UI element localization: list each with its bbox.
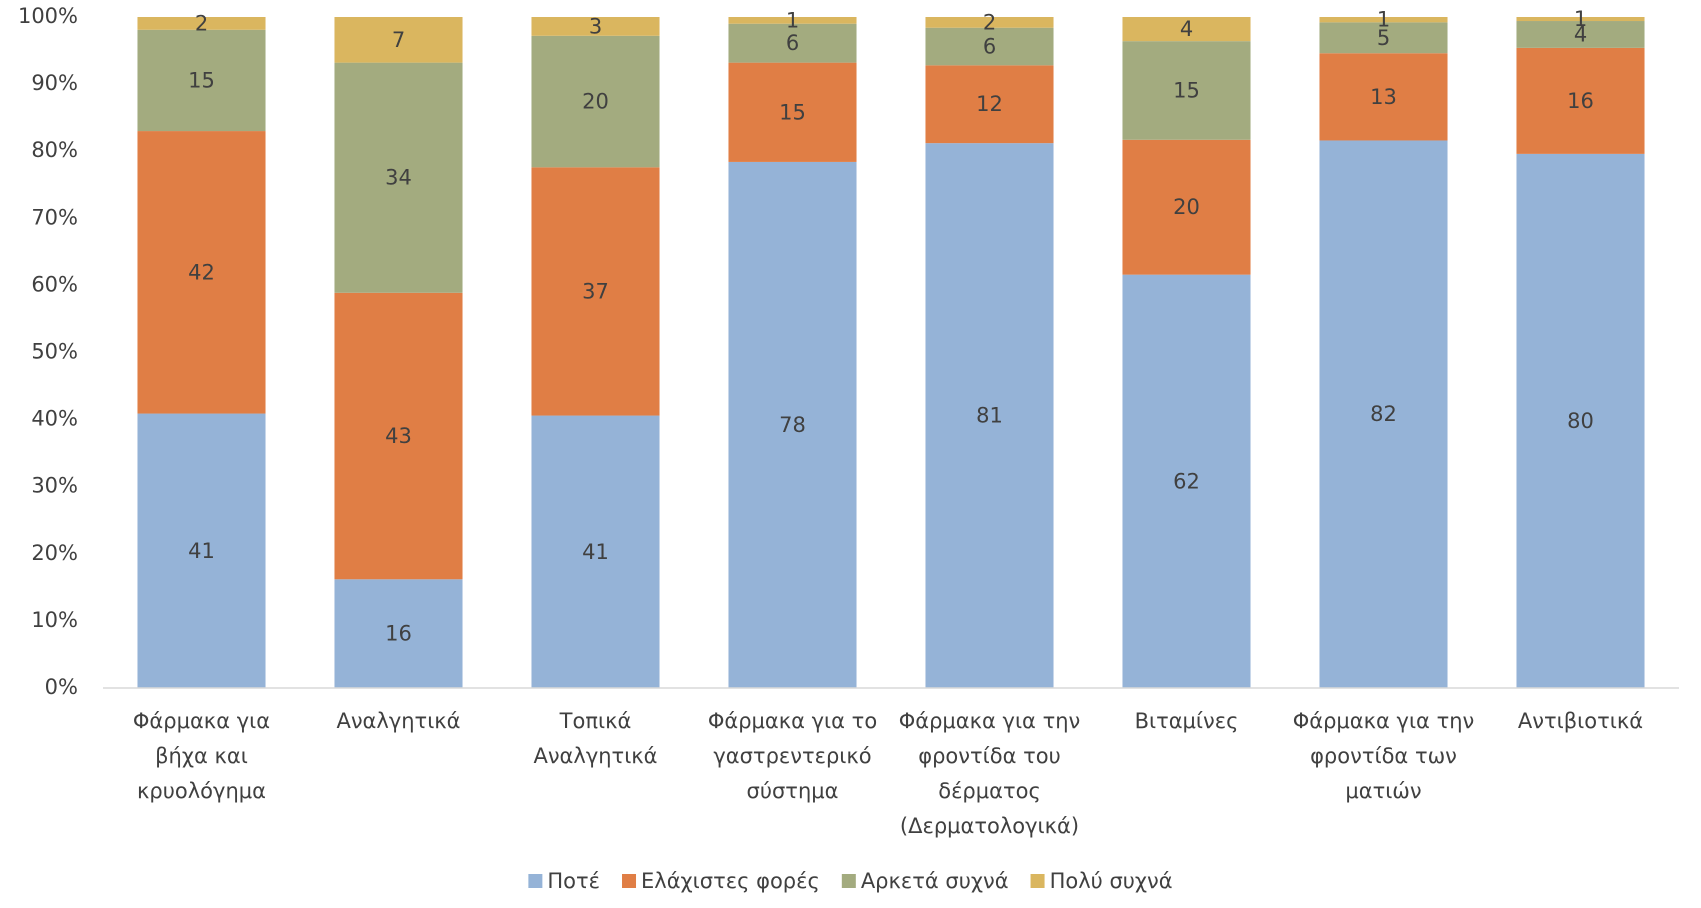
x-tick-label: Φάρμακα για την φροντίδα του δέρματος (Δερμ… bbox=[899, 709, 1081, 838]
bar-segment bbox=[1319, 17, 1448, 23]
data-label: 41 bbox=[582, 540, 609, 564]
data-label: 41 bbox=[188, 539, 215, 563]
data-label: 16 bbox=[385, 622, 412, 646]
legend-swatch bbox=[841, 874, 856, 888]
bar-segment bbox=[1319, 53, 1448, 141]
bar-segment bbox=[1516, 47, 1645, 154]
x-tick-label: Βιταμίνες bbox=[1135, 709, 1239, 733]
x-tick-label: Φάρμακα για βήχα και κρυολόγημα bbox=[133, 709, 270, 803]
bar-segment bbox=[925, 65, 1054, 144]
legend-label: Ελάχιστες φορές bbox=[641, 869, 820, 893]
y-tick-label: 100% bbox=[18, 4, 78, 28]
data-label: 42 bbox=[188, 260, 215, 284]
data-label: 80 bbox=[1567, 409, 1594, 433]
y-tick-label: 20% bbox=[31, 541, 78, 565]
y-tick-label: 40% bbox=[31, 407, 78, 431]
bar-segment bbox=[531, 167, 660, 416]
data-label: 82 bbox=[1370, 402, 1397, 426]
bar-segment bbox=[728, 62, 857, 162]
data-label: 81 bbox=[976, 404, 1003, 428]
legend: Ποτέ Ελάχιστες φορές Αρκετά συχνά Πολύ συχν… bbox=[528, 869, 1173, 893]
y-tick-label: 90% bbox=[31, 71, 78, 95]
bar-segment bbox=[1516, 153, 1645, 688]
legend-swatch bbox=[622, 874, 637, 888]
legend-label: Αρκετά συχνά bbox=[861, 869, 1009, 893]
bar-segment bbox=[531, 35, 660, 168]
data-label: 1 bbox=[1377, 8, 1390, 32]
legend-label: Πολύ συχνά bbox=[1050, 869, 1173, 893]
bar-segment bbox=[334, 62, 463, 293]
bar-segment bbox=[728, 161, 857, 688]
bar-segment bbox=[1319, 140, 1448, 689]
x-tick-label: Φάρμακα για το γαστρεντερικό σύστημα bbox=[708, 709, 877, 803]
bar-segment bbox=[1122, 139, 1251, 275]
x-tick-label: Αντιβιοτικά bbox=[1518, 709, 1643, 733]
data-label: 15 bbox=[188, 68, 215, 92]
data-label: 6 bbox=[786, 31, 799, 55]
y-tick-label: 0% bbox=[45, 675, 78, 699]
bar-segment bbox=[728, 23, 857, 63]
y-tick-label: 60% bbox=[31, 272, 78, 296]
data-label: 4 bbox=[1574, 22, 1587, 46]
data-label: 20 bbox=[1173, 195, 1200, 219]
bar-segment bbox=[1516, 21, 1645, 48]
bar-segment bbox=[137, 17, 266, 30]
bar-segment bbox=[1122, 17, 1251, 42]
bar-segment bbox=[334, 579, 463, 688]
data-label: 15 bbox=[1173, 78, 1200, 102]
data-label: 15 bbox=[779, 100, 806, 124]
legend-label: Ποτέ bbox=[547, 869, 600, 893]
data-label: 12 bbox=[976, 92, 1003, 116]
bar-segment bbox=[137, 413, 266, 688]
data-label: 1 bbox=[1574, 7, 1587, 31]
data-label: 6 bbox=[983, 35, 996, 59]
bar-segment bbox=[137, 131, 266, 414]
data-label: 2 bbox=[983, 10, 996, 34]
data-label: 43 bbox=[385, 424, 412, 448]
x-tick-label: Φάρμακα για την φροντίδα των ματιών bbox=[1293, 709, 1475, 803]
bar-segment bbox=[531, 415, 660, 688]
data-label: 3 bbox=[589, 14, 602, 38]
bar-segment bbox=[1122, 274, 1251, 688]
legend-swatch bbox=[528, 874, 543, 888]
y-tick-label: 10% bbox=[31, 608, 78, 632]
data-label: 13 bbox=[1370, 85, 1397, 109]
bar-segment bbox=[334, 17, 463, 63]
legend-swatch bbox=[1030, 874, 1045, 888]
y-tick-label: 50% bbox=[31, 340, 78, 364]
data-label: 1 bbox=[786, 8, 799, 32]
data-label: 2 bbox=[195, 11, 208, 35]
bar-segment bbox=[1319, 22, 1448, 54]
bar-segment bbox=[531, 17, 660, 36]
bar-segment bbox=[137, 29, 266, 132]
data-label: 34 bbox=[385, 166, 412, 190]
y-tick-label: 30% bbox=[31, 474, 78, 498]
bar-segment bbox=[1122, 41, 1251, 140]
x-tick-label: Τοπικά Αναλγητικά bbox=[533, 709, 657, 768]
bar-segment bbox=[1516, 17, 1645, 22]
bar-segment bbox=[728, 17, 857, 24]
y-tick-label: 80% bbox=[31, 138, 78, 162]
data-label: 5 bbox=[1377, 26, 1390, 50]
data-label: 7 bbox=[392, 28, 405, 52]
bar-segment bbox=[925, 143, 1054, 688]
x-tick-label: Αναλγητικά bbox=[336, 709, 460, 733]
data-label: 78 bbox=[779, 413, 806, 437]
bar-segment bbox=[925, 27, 1054, 66]
bar-segment bbox=[925, 17, 1054, 28]
data-label: 20 bbox=[582, 90, 609, 114]
data-label: 37 bbox=[582, 279, 609, 303]
data-label: 4 bbox=[1180, 17, 1193, 41]
bar-segment bbox=[334, 292, 463, 580]
data-label: 16 bbox=[1567, 89, 1594, 113]
y-tick-label: 70% bbox=[31, 205, 78, 229]
data-label: 62 bbox=[1173, 469, 1200, 493]
